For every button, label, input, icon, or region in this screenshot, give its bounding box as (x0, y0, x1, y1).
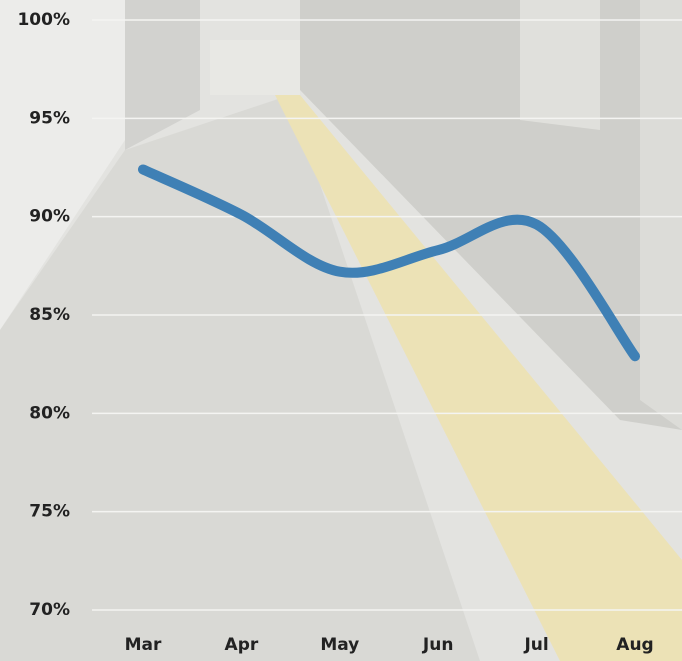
x-tick-label: Apr (225, 635, 259, 655)
x-tick-label: Jun (422, 635, 454, 655)
x-tick-label: Aug (616, 635, 653, 655)
x-tick-label: Mar (125, 635, 162, 655)
line-series (138, 164, 640, 362)
x-tick-label: May (320, 635, 359, 655)
x-tick-label: Jul (523, 635, 548, 655)
y-tick-label: 80% (29, 403, 70, 423)
y-tick-label: 100% (17, 10, 70, 30)
y-tick-label: 75% (29, 502, 70, 522)
y-tick-label: 85% (29, 305, 70, 325)
y-tick-label: 90% (29, 207, 70, 227)
y-tick-label: 70% (29, 600, 70, 620)
y-tick-label: 95% (29, 108, 70, 128)
